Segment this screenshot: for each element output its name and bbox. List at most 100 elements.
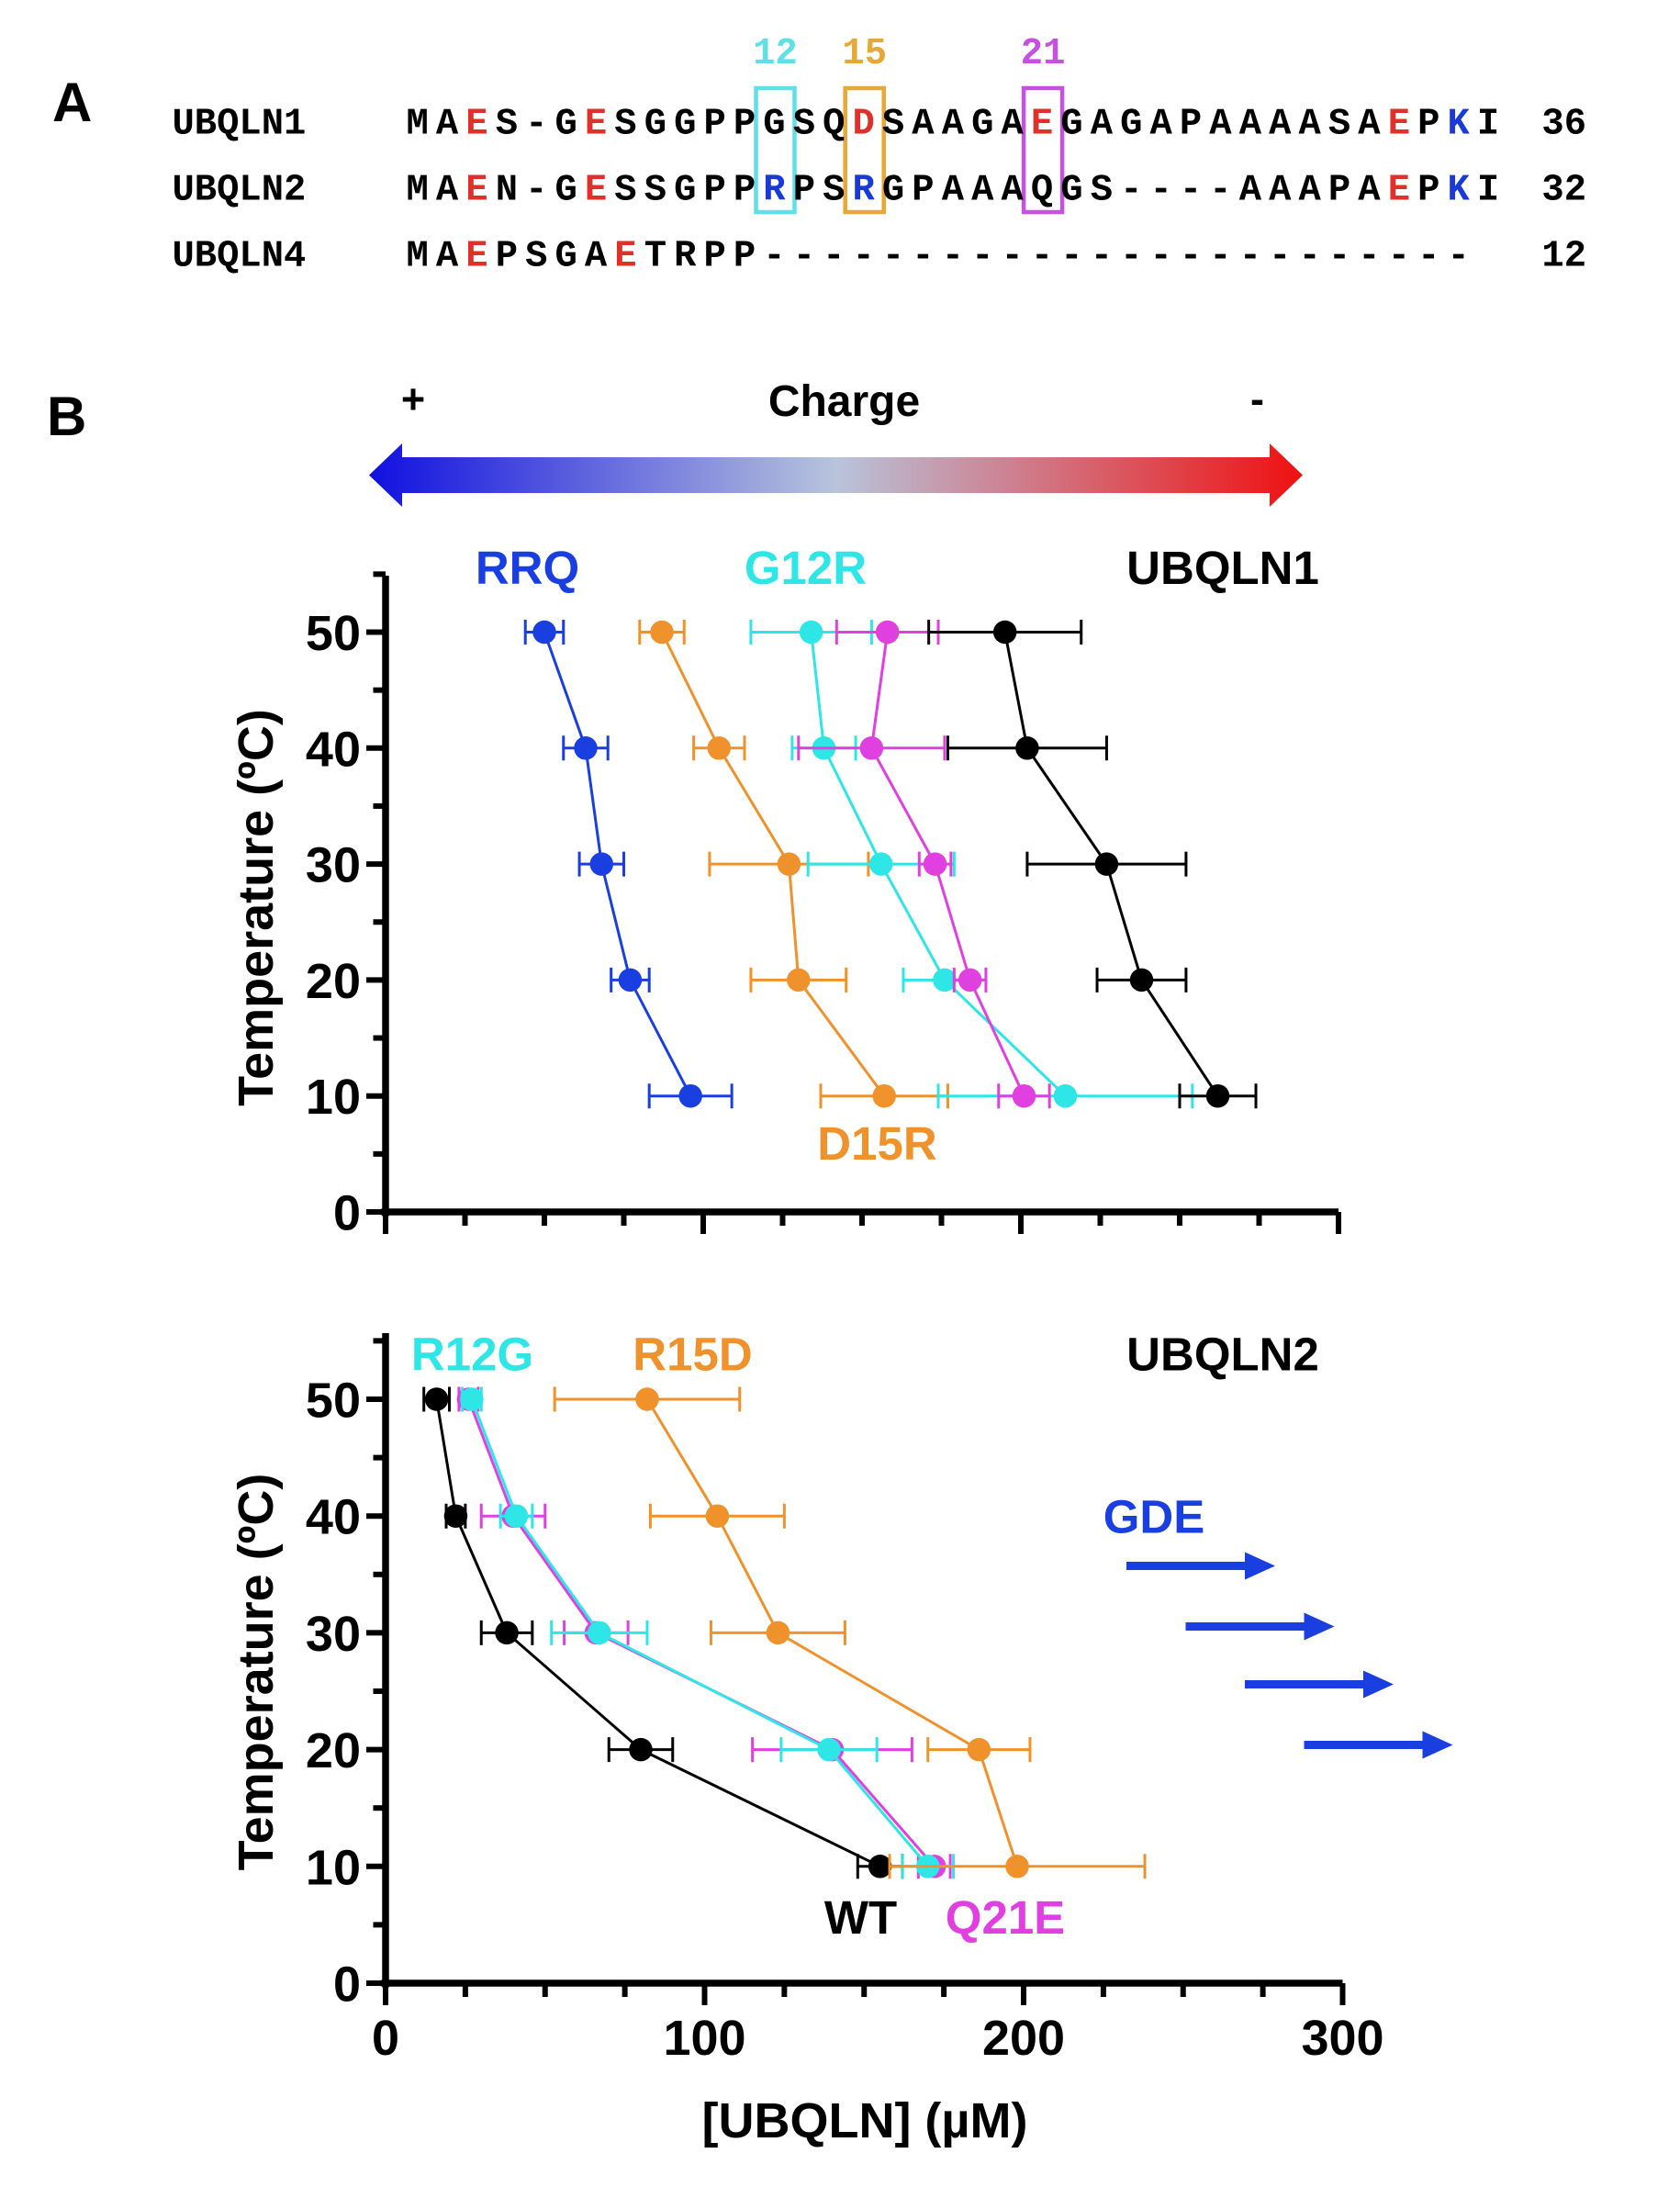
charge-minus: - (1250, 376, 1264, 422)
series-label: UBQLN1 (1126, 542, 1319, 594)
data-point (629, 1737, 653, 1762)
x-tick-label: 200 (982, 2011, 1065, 2066)
charge-plus: + (401, 376, 425, 422)
row-name: UBQLN4 (173, 236, 307, 278)
data-point (967, 1737, 991, 1762)
series-q21e (797, 620, 1051, 1109)
x-tick-label: 100 (663, 2011, 745, 2066)
column-marker-21: 21 (1021, 33, 1066, 75)
row-name: UBQLN1 (173, 104, 307, 146)
data-point (588, 1621, 611, 1645)
sequence-length: 32 (1541, 170, 1586, 212)
data-point (443, 1504, 468, 1528)
x-axis-label: [UBQLN] (µM) (701, 2093, 1027, 2148)
series-label: D15R (817, 1117, 936, 1170)
y-tick-label: 40 (306, 722, 361, 777)
data-point (574, 736, 598, 760)
series-label: Q21E (946, 1891, 1065, 1944)
y-tick-label: 40 (306, 1490, 361, 1545)
charge-title: Charge (768, 377, 920, 426)
data-point (787, 968, 811, 993)
data-point (1012, 1083, 1036, 1108)
data-point (504, 1504, 529, 1528)
y-tick-label: 10 (306, 1070, 361, 1125)
x-tick-label: 0 (372, 2011, 399, 2066)
y-tick-label: 0 (333, 1186, 361, 1241)
y-tick-label: 20 (306, 1723, 361, 1778)
gde-arrow (1185, 1612, 1335, 1641)
data-point (618, 968, 643, 993)
y-tick-label: 0 (333, 1957, 361, 2013)
panel-a-label: A (52, 72, 92, 133)
data-point (817, 1737, 841, 1762)
column-highlight-box (754, 85, 797, 215)
data-point (1053, 1083, 1078, 1108)
data-point (589, 852, 614, 876)
data-point (532, 620, 556, 645)
data-point (766, 1621, 790, 1645)
data-point (869, 852, 893, 876)
column-highlight-box (843, 85, 886, 215)
gde-arrow (1126, 1552, 1275, 1580)
sequence-alignment: 12 15 21 UBQLN1 M A E S - G E S G G P P G S Q D S A A G A E G A G A P A… (173, 33, 1587, 278)
data-point (992, 620, 1017, 645)
column-highlight-box (1021, 85, 1065, 215)
y-tick-label: 50 (306, 1374, 361, 1429)
series-label: G12R (745, 542, 867, 594)
data-point (1005, 1855, 1029, 1879)
data-point (650, 620, 674, 645)
series-label: R15D (633, 1329, 752, 1381)
series-label: RRQ (476, 542, 579, 594)
series-line (470, 1398, 929, 1867)
data-point (460, 1387, 484, 1411)
column-marker-15: 15 (842, 33, 887, 75)
row-name: UBQLN2 (173, 170, 307, 212)
gde-label: GDE (1103, 1491, 1205, 1543)
data-point (678, 1083, 702, 1108)
ubqln2-chart: 0 10 20 30 40 50 0 100 200 300 Temperature (ºC) [UB… (229, 1329, 1384, 2149)
column-marker-12: 12 (753, 33, 798, 75)
y-tick-label: 30 (306, 1607, 361, 1662)
chart-title: UBQLN2 (1126, 1329, 1319, 1381)
data-point (1129, 968, 1154, 993)
y-axis-label: Temperature (ºC) (229, 709, 284, 1106)
data-point (635, 1387, 659, 1411)
panel-b-label: B (47, 386, 86, 447)
charge-gradient-arrow (369, 443, 1303, 507)
series-rrq (523, 620, 734, 1109)
data-point (495, 1621, 519, 1645)
series-wt (422, 1386, 904, 1879)
series-label: R12G (411, 1329, 533, 1381)
data-point (872, 1083, 896, 1108)
y-tick-label: 30 (306, 838, 361, 893)
gde-arrow (1245, 1670, 1394, 1699)
series-label: WT (824, 1891, 897, 1944)
y-tick-label: 50 (306, 606, 361, 661)
data-point (875, 620, 900, 645)
data-point (868, 1855, 892, 1879)
sequence-length: 36 (1541, 104, 1586, 146)
data-point (958, 968, 982, 993)
series-ubqln1 (927, 620, 1258, 1109)
gde-arrows (1126, 1552, 1453, 1759)
series-g12r (749, 620, 1194, 1109)
gde-arrow (1304, 1731, 1453, 1759)
ubqln1-chart: 0 10 20 30 40 50 Temperature (ºC) RRQ D15R G12R UB… (229, 542, 1341, 1241)
series-line (466, 1398, 935, 1867)
data-point (1205, 1083, 1230, 1108)
data-point (933, 968, 957, 993)
series-r15d (553, 1386, 1147, 1879)
data-point (705, 1504, 730, 1528)
data-point (1094, 852, 1119, 876)
data-point (799, 620, 823, 645)
data-point (707, 736, 732, 760)
data-point (859, 736, 884, 760)
x-tick-label: 300 (1301, 2011, 1383, 2066)
y-tick-label: 10 (306, 1840, 361, 1895)
data-point (777, 852, 801, 876)
series-d15r (638, 620, 949, 1109)
